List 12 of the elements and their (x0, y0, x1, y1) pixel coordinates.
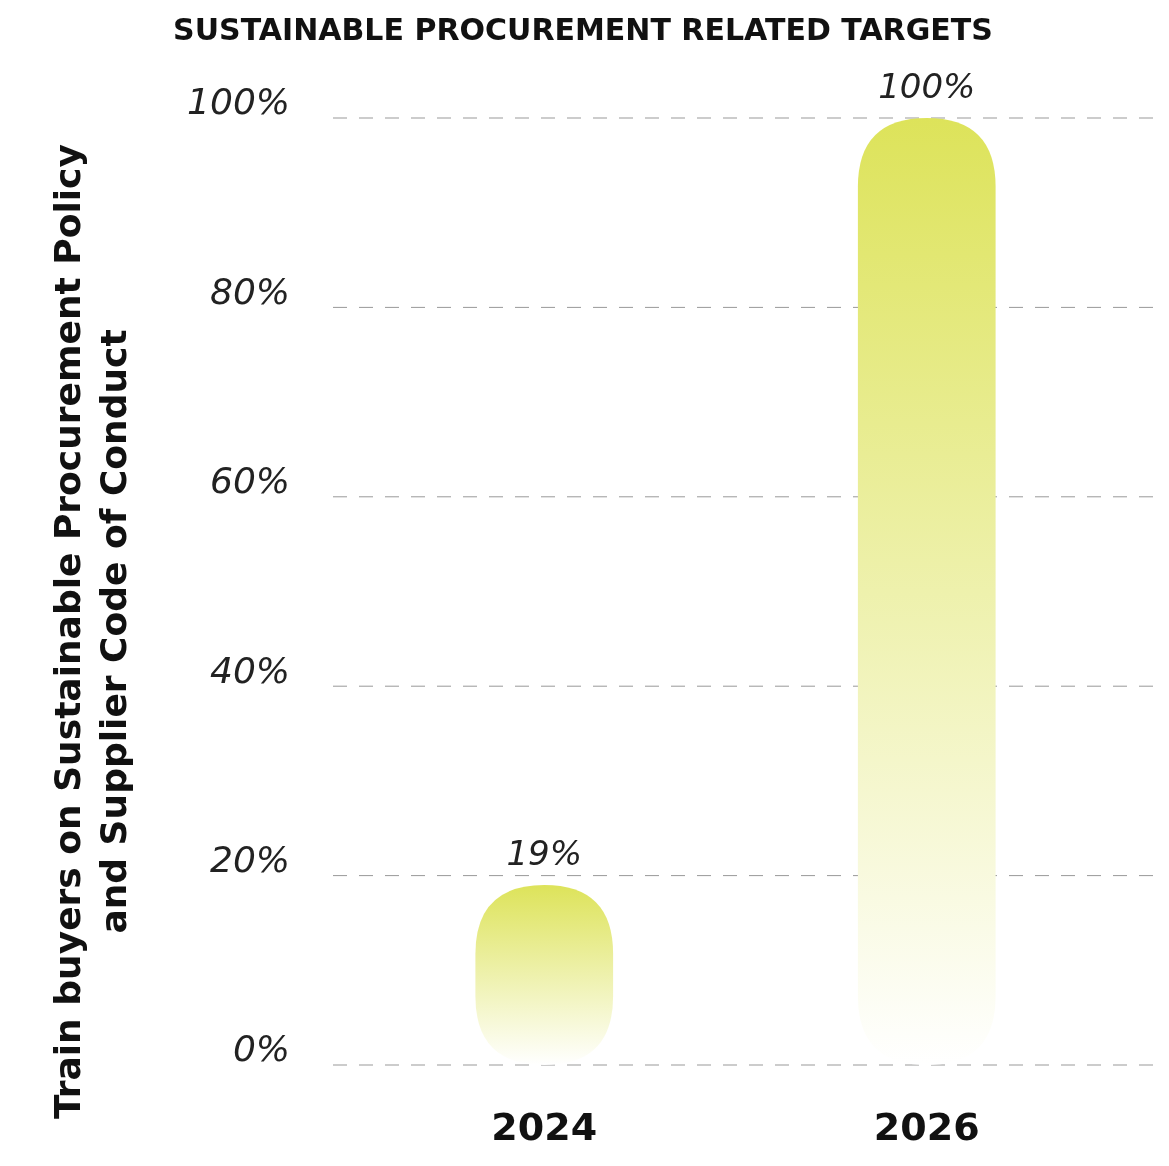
data-label: 19% (506, 833, 583, 874)
y-tick-label: 20% (209, 839, 290, 880)
data-label: 100% (878, 66, 976, 106)
y-tick-label: 40% (209, 649, 290, 691)
y-tick-label: 80% (209, 270, 290, 312)
x-tick-label: 2026 (873, 1105, 980, 1149)
y-tick-label: 100% (187, 81, 290, 123)
chart-title: SUSTAINABLE PROCUREMENT RELATED TARGETS (173, 12, 993, 47)
y-axis-title: Train buyers on Sustainable Procurement Policy and Supplier Code of Conduct (47, 144, 134, 1119)
y-tick-label: 60% (209, 460, 290, 502)
y-tick-label: 0% (232, 1028, 290, 1070)
x-tick-label: 2024 (491, 1105, 598, 1149)
